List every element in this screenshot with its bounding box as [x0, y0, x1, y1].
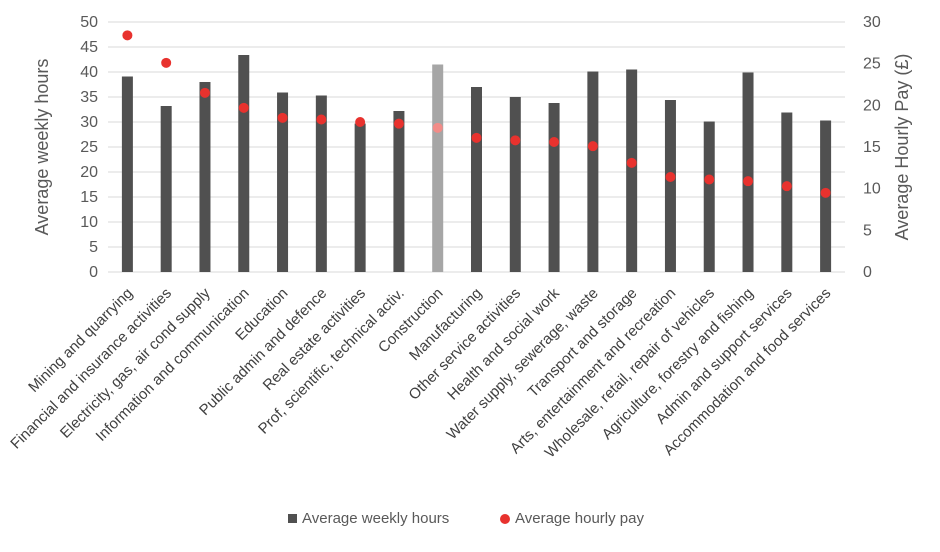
- left-tick-label: 5: [89, 239, 98, 256]
- dot: [820, 187, 831, 198]
- right-tick-label: 20: [863, 97, 881, 114]
- dot: [277, 112, 288, 123]
- bar: [742, 72, 754, 272]
- dot: [704, 174, 715, 185]
- bar: [315, 95, 327, 272]
- right-tick-label: 5: [863, 222, 872, 239]
- dot-series: [122, 30, 831, 198]
- left-tick-label: 40: [80, 64, 98, 81]
- bar: [548, 103, 560, 272]
- legend: Average weekly hours Average hourly pay: [288, 510, 644, 527]
- bar: [587, 71, 599, 272]
- left-tick-label: 15: [80, 189, 98, 206]
- right-tick-label: 0: [863, 264, 872, 281]
- dot: [238, 102, 249, 113]
- dot: [510, 135, 521, 146]
- dot: [743, 176, 754, 187]
- bar: [160, 106, 172, 272]
- left-tick-label: 30: [80, 114, 98, 131]
- right-tick-label: 15: [863, 139, 881, 156]
- dot: [587, 141, 598, 152]
- dot: [549, 137, 560, 147]
- bar: [277, 92, 289, 272]
- bar-series: [121, 55, 832, 272]
- dot: [665, 172, 676, 182]
- left-tick-label: 25: [80, 139, 98, 156]
- category-label: Electricity, gas, air cond supply: [57, 284, 214, 441]
- bar: [471, 87, 482, 272]
- legend-swatch-dots: [500, 514, 510, 524]
- right-tick-label: 25: [863, 56, 881, 73]
- bar: [238, 55, 250, 272]
- dot: [471, 132, 482, 143]
- left-tick-label: 0: [89, 264, 98, 281]
- bar: [199, 82, 211, 272]
- left-tick-label: 50: [80, 14, 98, 31]
- dot: [781, 181, 792, 192]
- bar: [626, 69, 638, 272]
- bar: [393, 111, 405, 272]
- right-axis-ticks: 0 5 10 15 20 25 30: [863, 14, 881, 281]
- left-axis-title: Average weekly hours: [32, 59, 52, 236]
- legend-label-bars: Average weekly hours: [302, 510, 449, 527]
- bar: [121, 76, 133, 272]
- dot: [161, 57, 172, 68]
- legend-label-dots: Average hourly pay: [515, 510, 644, 527]
- legend-swatch-bars: [288, 514, 297, 523]
- dot: [393, 118, 404, 129]
- bar: [354, 123, 366, 272]
- bar: [781, 112, 793, 272]
- right-tick-label: 30: [863, 14, 881, 31]
- left-tick-label: 20: [80, 164, 98, 181]
- dot: [199, 87, 210, 98]
- bar: [703, 121, 715, 272]
- dot: [432, 122, 443, 133]
- bar: [509, 97, 521, 272]
- dot: [316, 114, 327, 125]
- category-label: Financial and insurance activities: [7, 285, 175, 453]
- left-tick-label: 35: [80, 89, 98, 106]
- left-axis-ticks: 0 5 10 15 20 25 30 35 40 45 50: [80, 14, 98, 281]
- dot: [626, 157, 637, 168]
- dot: [355, 117, 366, 127]
- left-tick-label: 45: [80, 39, 98, 56]
- right-tick-label: 10: [863, 181, 881, 198]
- bar: [432, 64, 444, 272]
- left-tick-label: 10: [80, 214, 98, 231]
- right-axis-title: Average Hourly Pay (£): [892, 54, 912, 241]
- bar: [664, 100, 676, 272]
- dot: [122, 30, 133, 41]
